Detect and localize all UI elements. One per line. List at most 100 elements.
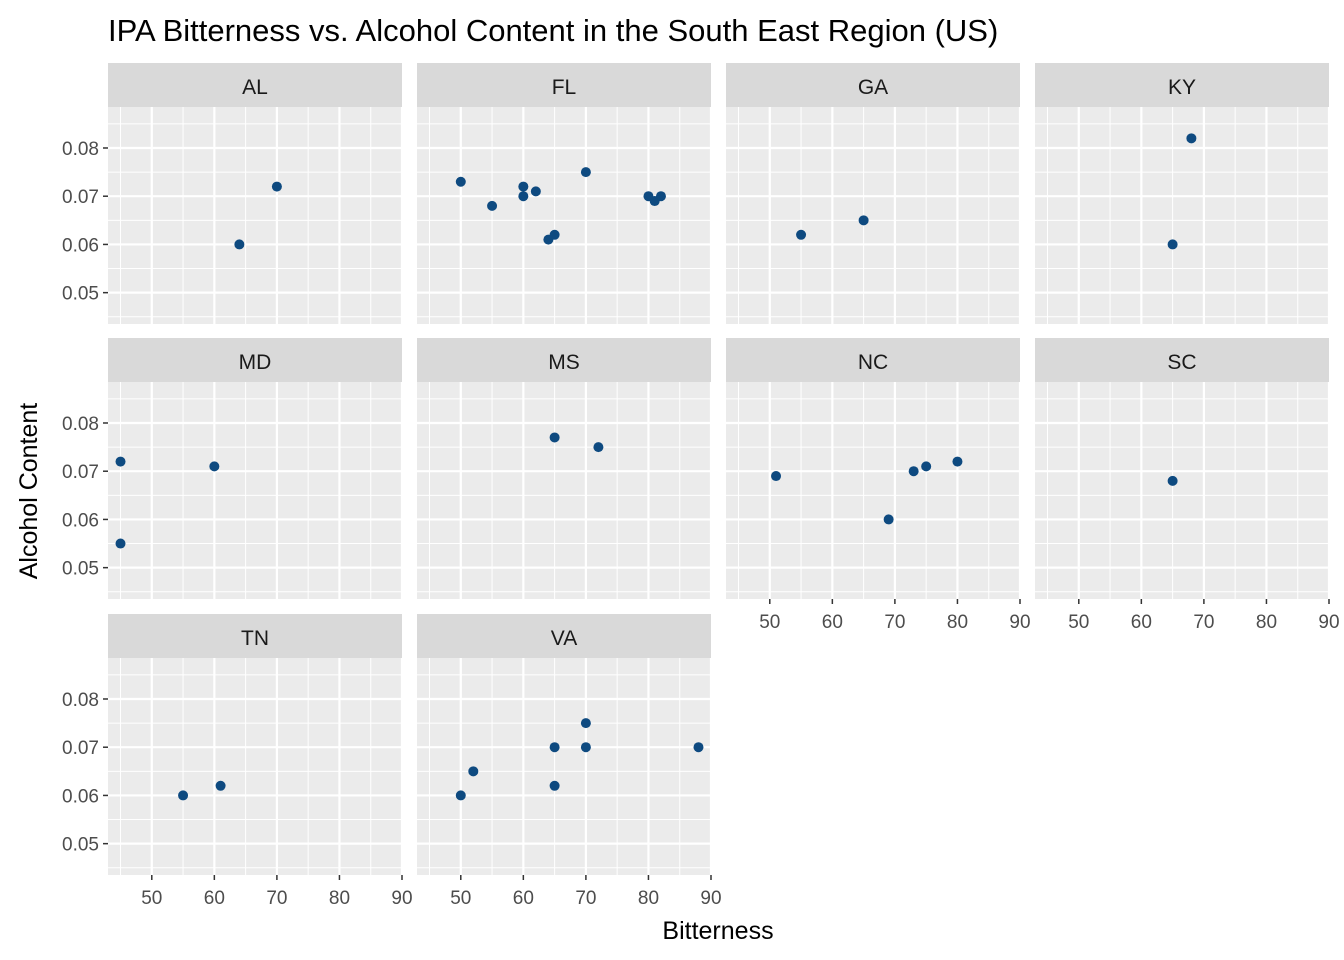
data-point: [580, 742, 591, 753]
facet-panel-md: MD 0.05 0.06 0.07 0.08: [62, 338, 404, 599]
data-point: [655, 191, 666, 202]
facet-strip-label: GA: [858, 76, 888, 99]
data-point: [580, 718, 591, 729]
data-point: [796, 229, 807, 240]
data-point: [487, 200, 498, 211]
x-tick-label: 60: [822, 612, 843, 633]
x-tick-label: 50: [141, 888, 162, 909]
data-point: [455, 790, 466, 801]
data-point: [952, 456, 963, 467]
x-tick-label: 80: [947, 612, 968, 633]
facet-panels: AL 0.05 0.06 0.07 0.08 FL GA KY MD 0.05 0.06 0.07 0.…: [62, 63, 1340, 909]
x-tick-label: 80: [1256, 612, 1277, 633]
panel-background: [108, 658, 402, 875]
x-tick-label: 80: [638, 888, 659, 909]
data-point: [271, 181, 282, 192]
x-tick-label: 90: [700, 888, 721, 909]
data-point: [115, 538, 126, 549]
y-tick-label: 0.07: [62, 462, 99, 483]
x-tick-label: 90: [1318, 612, 1339, 633]
x-tick-label: 50: [450, 888, 471, 909]
panel-background: [726, 382, 1020, 599]
facet-strip: [417, 63, 711, 107]
data-point: [178, 790, 189, 801]
data-point: [693, 742, 704, 753]
data-point: [115, 456, 126, 467]
facet-panel-va: VA 50 60 70 80 90: [417, 614, 722, 909]
facet-panel-sc: SC 50 60 70 80 90: [1035, 338, 1340, 633]
facet-strip-label: AL: [242, 76, 268, 99]
facet-panel-ga: GA: [726, 63, 1022, 324]
facet-panel-al: AL 0.05 0.06 0.07 0.08: [62, 63, 404, 324]
x-tick-label: 60: [1131, 612, 1152, 633]
facet-strip: [1035, 63, 1329, 107]
facet-strip: [108, 614, 402, 658]
data-point: [549, 432, 560, 443]
data-point: [593, 442, 604, 453]
facet-strip-label: MS: [548, 351, 580, 374]
facet-strip: [726, 338, 1020, 382]
data-point: [549, 229, 560, 240]
y-tick-label: 0.06: [62, 235, 99, 256]
data-point: [908, 466, 919, 477]
facet-strip-label: FL: [552, 76, 577, 99]
facet-panel-fl: FL: [417, 63, 713, 324]
facet-strip: [108, 338, 402, 382]
chart-title: IPA Bitterness vs. Alcohol Content in th…: [108, 13, 998, 48]
x-tick-label: 70: [1193, 612, 1214, 633]
facet-strip: [417, 614, 711, 658]
data-point: [1167, 239, 1178, 250]
data-point: [858, 215, 869, 226]
facet-panel-nc: NC 50 60 70 80 90: [726, 338, 1031, 633]
data-point: [549, 742, 560, 753]
panel-background: [1035, 382, 1329, 599]
facet-panel-ms: MS: [417, 338, 713, 599]
data-point: [518, 191, 529, 202]
y-axis-title: Alcohol Content: [15, 403, 43, 580]
y-tick-label: 0.07: [62, 187, 99, 208]
panel-background: [108, 107, 402, 324]
facet-strip-label: SC: [1167, 351, 1196, 374]
facet-strip-label: VA: [551, 627, 577, 650]
x-tick-label: 70: [266, 888, 287, 909]
x-tick-label: 60: [204, 888, 225, 909]
x-tick-label: 70: [575, 888, 596, 909]
panel-background: [417, 658, 711, 875]
x-axis-title: Bitterness: [662, 917, 773, 945]
facet-strip: [726, 63, 1020, 107]
y-tick-label: 0.05: [62, 559, 99, 580]
panel-background: [726, 107, 1020, 324]
x-tick-label: 60: [513, 888, 534, 909]
y-tick-label: 0.05: [62, 835, 99, 856]
data-point: [883, 514, 894, 525]
data-point: [234, 239, 245, 250]
x-tick-label: 80: [329, 888, 350, 909]
panel-background: [417, 107, 711, 324]
data-point: [215, 780, 226, 791]
y-tick-label: 0.08: [62, 414, 99, 435]
facet-strip-label: KY: [1168, 76, 1196, 99]
data-point: [1167, 475, 1178, 486]
data-point: [468, 766, 479, 777]
facet-strip: [1035, 338, 1329, 382]
panel-background: [1035, 107, 1329, 324]
facet-panel-ky: KY: [1035, 63, 1331, 324]
y-tick-label: 0.06: [62, 510, 99, 531]
y-tick-label: 0.07: [62, 738, 99, 759]
data-point: [549, 780, 560, 791]
data-point: [209, 461, 220, 472]
y-tick-label: 0.08: [62, 139, 99, 160]
x-tick-label: 90: [1009, 612, 1030, 633]
x-tick-label: 50: [1068, 612, 1089, 633]
data-point: [530, 186, 541, 197]
facet-panel-tn: TN 0.05 0.06 0.07 0.08 50 60 70 80 90: [62, 614, 413, 909]
facet-strip-label: MD: [239, 351, 272, 374]
facet-strip: [108, 63, 402, 107]
y-tick-label: 0.08: [62, 690, 99, 711]
x-tick-label: 50: [759, 612, 780, 633]
x-tick-label: 90: [391, 888, 412, 909]
data-point: [771, 471, 782, 482]
facet-strip-label: NC: [858, 351, 888, 374]
y-tick-label: 0.05: [62, 284, 99, 305]
